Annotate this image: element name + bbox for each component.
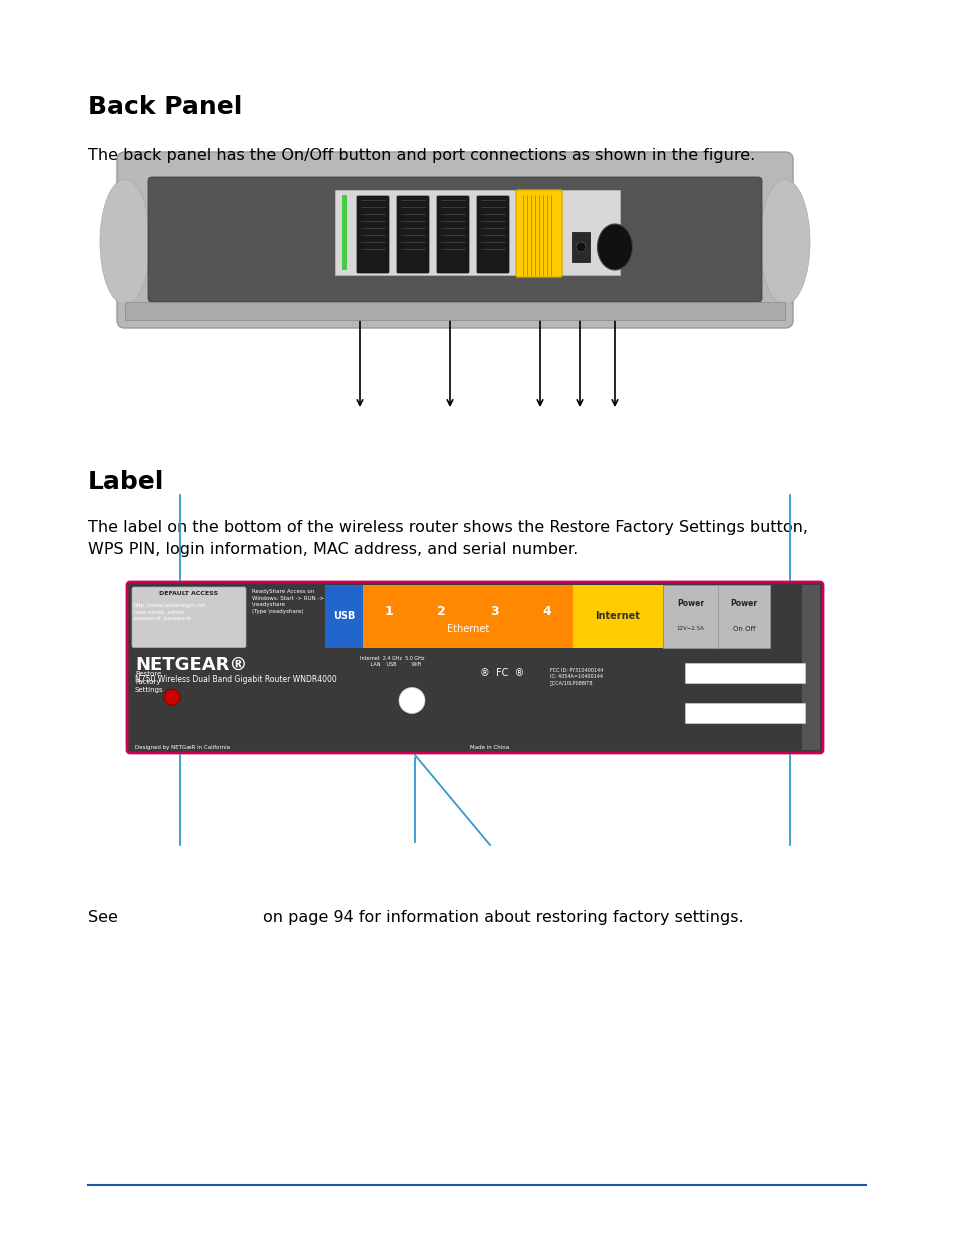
Text: Internet  2.4 GHz  5.0 GHz
       LAN    USB          WiFi: Internet 2.4 GHz 5.0 GHz LAN USB WiFi: [359, 656, 424, 667]
Text: on page 94 for information about restoring factory settings.: on page 94 for information about restori…: [263, 910, 742, 925]
FancyBboxPatch shape: [396, 196, 429, 273]
Bar: [718, 585, 769, 647]
Text: WPS PIN, login information, MAC address, and serial number.: WPS PIN, login information, MAC address,…: [88, 542, 578, 557]
Bar: [363, 585, 573, 647]
Bar: [662, 585, 718, 647]
Text: Power: Power: [677, 599, 703, 609]
Text: Ethernet: Ethernet: [446, 624, 489, 634]
Text: 3: 3: [490, 605, 498, 618]
FancyBboxPatch shape: [356, 196, 389, 273]
Bar: [325, 585, 363, 647]
Text: Internet: Internet: [595, 611, 639, 621]
Text: FCC ID: PY310400144
IC: 4054A=10400144
ⒸCCA/10LP088IT8: FCC ID: PY310400144 IC: 4054A=10400144 Ⓒ…: [550, 668, 602, 685]
Text: 4: 4: [542, 605, 551, 618]
Text: USB: USB: [333, 611, 355, 621]
FancyBboxPatch shape: [127, 582, 822, 753]
Text: Back Panel: Back Panel: [88, 95, 242, 119]
Text: ReadyShare Access on
Windows: Start -> RUN ->
\readyshare
(Type \readyshare): ReadyShare Access on Windows: Start -> R…: [252, 589, 324, 614]
FancyBboxPatch shape: [117, 152, 792, 329]
FancyBboxPatch shape: [476, 196, 509, 273]
Text: NETGEAR®: NETGEAR®: [135, 656, 247, 674]
Text: Label: Label: [88, 471, 164, 494]
Text: The label on the bottom of the wireless router shows the Restore Factory Setting: The label on the bottom of the wireless …: [88, 520, 807, 535]
Text: Made in China: Made in China: [470, 745, 509, 750]
FancyBboxPatch shape: [436, 196, 469, 273]
Text: Power: Power: [730, 599, 757, 609]
Text: DEFAULT ACCESS: DEFAULT ACCESS: [159, 592, 218, 597]
Bar: [335, 190, 619, 275]
Bar: [684, 663, 804, 683]
Circle shape: [576, 242, 585, 252]
Text: 2: 2: [436, 605, 446, 618]
Text: N750 Wireless Dual Band Gigabit Router WNDR4000: N750 Wireless Dual Band Gigabit Router W…: [135, 674, 336, 684]
Ellipse shape: [760, 179, 809, 305]
Bar: [341, 195, 347, 270]
Text: MAC: MAC: [687, 708, 701, 713]
Ellipse shape: [597, 224, 632, 270]
Text: 12V−2.5A: 12V−2.5A: [676, 626, 703, 631]
Bar: [573, 585, 662, 647]
Circle shape: [164, 689, 180, 705]
Text: Designed by NETGæR in California: Designed by NETGæR in California: [135, 745, 230, 750]
FancyBboxPatch shape: [125, 303, 784, 320]
Circle shape: [398, 688, 424, 714]
Text: 1: 1: [384, 605, 394, 618]
Text: See: See: [88, 910, 118, 925]
Ellipse shape: [100, 179, 150, 305]
Bar: [801, 585, 820, 750]
FancyBboxPatch shape: [516, 190, 561, 277]
Bar: [572, 232, 589, 262]
Text: SERIAL: SERIAL: [687, 668, 709, 673]
FancyBboxPatch shape: [132, 587, 246, 647]
Text: ®  FC  ®: ® FC ®: [479, 668, 524, 678]
Text: http://www.routerlogin.net
user name: admin
password: password: http://www.routerlogin.net user name: ad…: [133, 603, 206, 621]
Text: Restore
Factory
Settings: Restore Factory Settings: [135, 671, 164, 693]
FancyBboxPatch shape: [148, 177, 761, 303]
Text: On Off: On Off: [732, 626, 755, 632]
Text: The back panel has the On/Off button and port connections as shown in the figure: The back panel has the On/Off button and…: [88, 148, 755, 163]
Bar: [684, 703, 804, 722]
